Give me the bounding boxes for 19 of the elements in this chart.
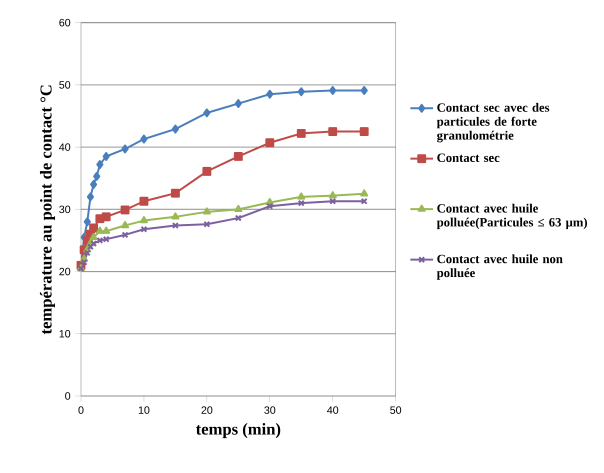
x-tick-label: 0 [78, 406, 84, 414]
y-tick-label: 0 [65, 392, 70, 400]
y-tick-label: 60 [59, 18, 70, 26]
x-tick-label: 10 [138, 406, 150, 414]
x-tick-label: 40 [327, 406, 338, 414]
y-tick-label: 30 [59, 206, 70, 214]
legend-label: Contact sec avec des particules de forte granulométrie [436, 102, 550, 142]
x-tick-label: 50 [390, 406, 402, 414]
x-tick-label: 30 [264, 406, 276, 414]
legend-label: Contact sec [437, 154, 500, 162]
y-tick-label: 20 [59, 268, 70, 276]
y-tick-label: 50 [59, 81, 70, 89]
legend-label: Contact avec huile non polluée [436, 254, 563, 280]
legend-label: Contact avec huile polluée(Particules ≤ 63 µm) [436, 204, 588, 230]
y-tick-label: 10 [60, 330, 70, 338]
y-tick-label: 40 [59, 143, 70, 151]
y-axis-title: température au point de contact °C [40, 85, 56, 334]
x-tick-label: 20 [202, 406, 212, 414]
x-axis-title: temps (min) [196, 423, 280, 438]
